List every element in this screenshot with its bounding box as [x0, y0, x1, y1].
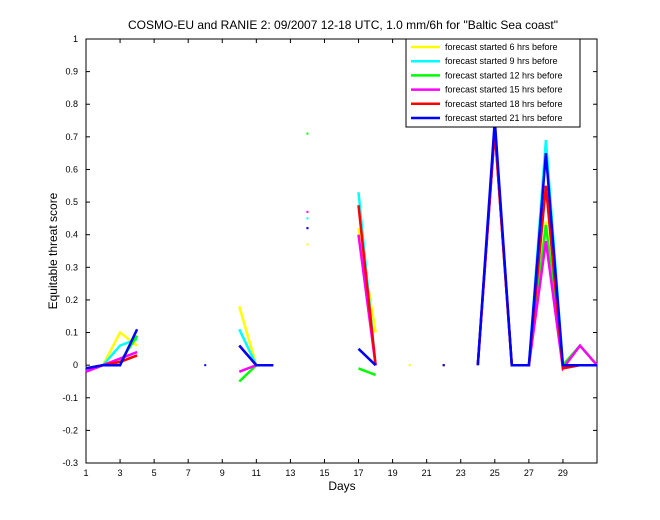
x-tick-label: 1 — [83, 468, 88, 478]
chart-title: COSMO-EU and RANIE 2: 09/2007 12-18 UTC,… — [128, 18, 558, 32]
y-tick-label: 0 — [73, 360, 78, 370]
series-line — [238, 364, 258, 383]
y-tick-label: 0.7 — [65, 132, 78, 142]
legend-label: forecast started 18 hrs before — [445, 99, 563, 109]
series-layer — [85, 120, 598, 383]
x-tick-label: 29 — [558, 468, 568, 478]
series-point — [306, 210, 309, 213]
series-point — [306, 217, 309, 220]
x-tick-label: 19 — [388, 468, 398, 478]
x-tick-label: 11 — [252, 468, 261, 478]
x-axis-ticks: 1 3 5 7 9 11 13 15 17 19 21 23 25 27 29 — [83, 39, 568, 478]
y-tick-label: 0.2 — [65, 295, 78, 305]
y-tick-label: 0.1 — [65, 328, 78, 338]
x-tick-label: 3 — [118, 468, 123, 478]
legend-label: forecast started 9 hrs before — [445, 56, 558, 66]
x-tick-label: 13 — [285, 468, 295, 478]
legend-label: forecast started 12 hrs before — [445, 70, 563, 80]
x-tick-label: 5 — [152, 468, 157, 478]
y-tick-label: 0.6 — [65, 164, 78, 174]
legend: forecast started 6 hrs before forecast st… — [405, 38, 581, 128]
x-tick-label: 17 — [354, 468, 364, 478]
x-tick-label: 23 — [456, 468, 466, 478]
y-tick-label: 0.5 — [65, 197, 78, 207]
legend-label: forecast started 21 hrs before — [445, 113, 563, 123]
legend-label: forecast started 6 hrs before — [445, 42, 558, 52]
series-line — [357, 347, 377, 367]
series-point — [442, 364, 445, 367]
x-tick-label: 27 — [524, 468, 534, 478]
y-tick-label: -0.1 — [62, 393, 78, 403]
series-point — [408, 364, 411, 367]
series-line — [358, 367, 377, 377]
legend-label: forecast started 15 hrs before — [445, 85, 563, 95]
x-tick-label: 25 — [490, 468, 500, 478]
series-line — [357, 205, 377, 366]
series-line — [238, 328, 258, 366]
y-tick-label: 0.9 — [65, 67, 78, 77]
x-tick-label: 7 — [186, 468, 191, 478]
y-tick-label: 0.3 — [65, 262, 78, 272]
y-tick-label: 1 — [73, 34, 78, 44]
y-tick-label: -0.3 — [62, 458, 78, 468]
series-line — [238, 344, 274, 367]
legend-box — [405, 38, 581, 128]
series-line — [85, 350, 138, 373]
series-point — [306, 227, 309, 230]
series-point — [306, 243, 309, 246]
x-tick-label: 21 — [422, 468, 432, 478]
series-line — [238, 364, 257, 373]
x-axis-label: Days — [328, 479, 355, 493]
series-line — [476, 120, 597, 367]
x-tick-label: 9 — [220, 468, 225, 478]
series-point — [306, 132, 309, 135]
y-tick-label: -0.2 — [62, 425, 78, 435]
series-line — [85, 328, 139, 370]
x-tick-label: 15 — [319, 468, 329, 478]
y-tick-label: 0.4 — [65, 230, 78, 240]
y-axis-label: Equitable threat score — [46, 192, 60, 309]
series-point — [204, 364, 207, 367]
y-tick-label: 0.8 — [65, 99, 78, 109]
series-line — [238, 306, 258, 366]
